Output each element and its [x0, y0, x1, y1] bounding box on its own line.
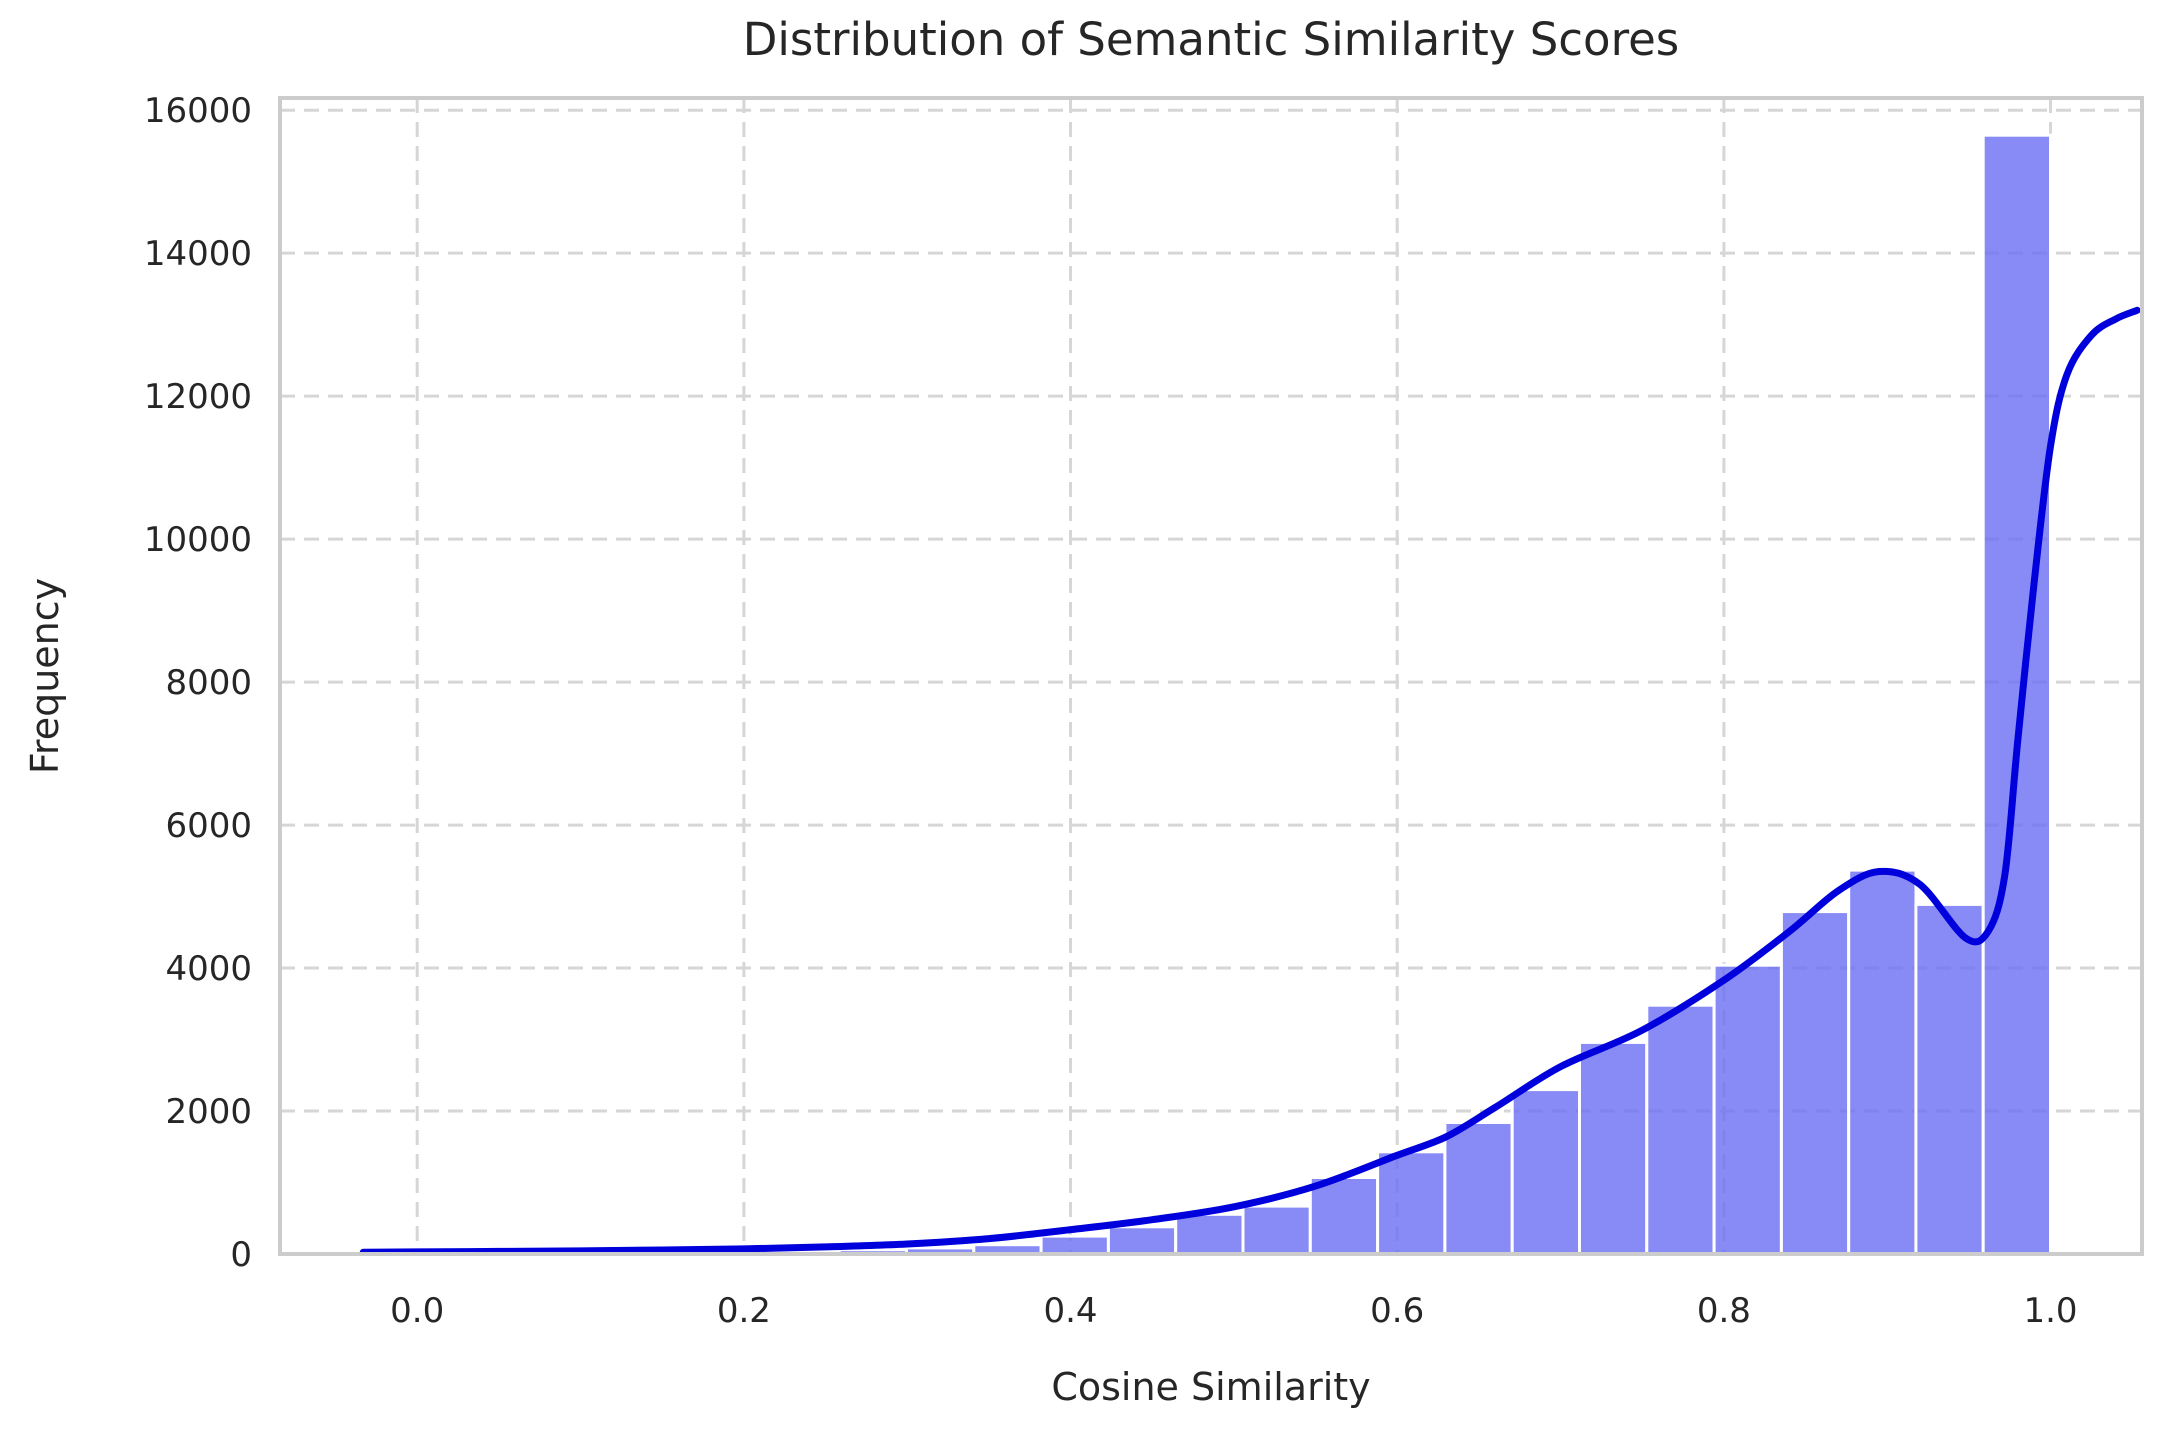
y-tick-label: 0 — [230, 1235, 252, 1275]
y-axis-label: Frequency — [23, 578, 67, 774]
histogram-bar — [1376, 1150, 1447, 1256]
chart-title: Distribution of Semantic Similarity Scor… — [743, 13, 1679, 66]
y-tick-label: 4000 — [165, 949, 252, 989]
axes-spines — [278, 96, 2144, 1256]
histogram-bar — [1510, 1088, 1581, 1256]
histogram-bar — [1981, 133, 2052, 1256]
y-tick-label: 6000 — [165, 806, 252, 846]
histogram-bar — [1039, 1234, 1110, 1256]
histogram-bar — [1645, 1003, 1716, 1256]
kde-curve — [359, 306, 2141, 1256]
histogram-bar — [1914, 902, 1985, 1256]
tick-labels-layer: 0 2000 4000 6000 8000 10000 12000 14000 16000 0.0… — [144, 91, 2078, 1331]
histogram-bars — [366, 133, 2052, 1256]
x-tick-label: 0.8 — [1697, 1291, 1751, 1331]
y-tick-label: 12000 — [144, 377, 252, 417]
y-tick-label: 10000 — [144, 520, 252, 560]
histogram-bar — [1779, 910, 1851, 1256]
histogram-bar — [1443, 1121, 1514, 1256]
histogram-bar — [1308, 1176, 1380, 1256]
histogram-bar — [1174, 1212, 1245, 1256]
x-tick-label: 0.0 — [390, 1291, 444, 1331]
x-tick-label: 0.4 — [1043, 1291, 1097, 1331]
histogram-bar — [1106, 1225, 1178, 1256]
x-tick-label: 0.6 — [1370, 1291, 1424, 1331]
histogram-bar — [1241, 1204, 1312, 1256]
y-tick-label: 2000 — [165, 1092, 252, 1132]
histogram-bar — [1847, 868, 1918, 1256]
x-tick-label: 0.2 — [717, 1291, 771, 1331]
y-tick-label: 8000 — [165, 663, 252, 703]
y-tick-label: 14000 — [144, 234, 252, 274]
kde-curve-layer — [359, 306, 2141, 1256]
y-tick-label: 16000 — [144, 91, 252, 131]
histogram-bar — [1712, 963, 1783, 1256]
histogram-bar — [1578, 1040, 1649, 1256]
x-tick-label: 1.0 — [2023, 1291, 2077, 1331]
x-axis-label: Cosine Similarity — [1051, 1365, 1370, 1409]
